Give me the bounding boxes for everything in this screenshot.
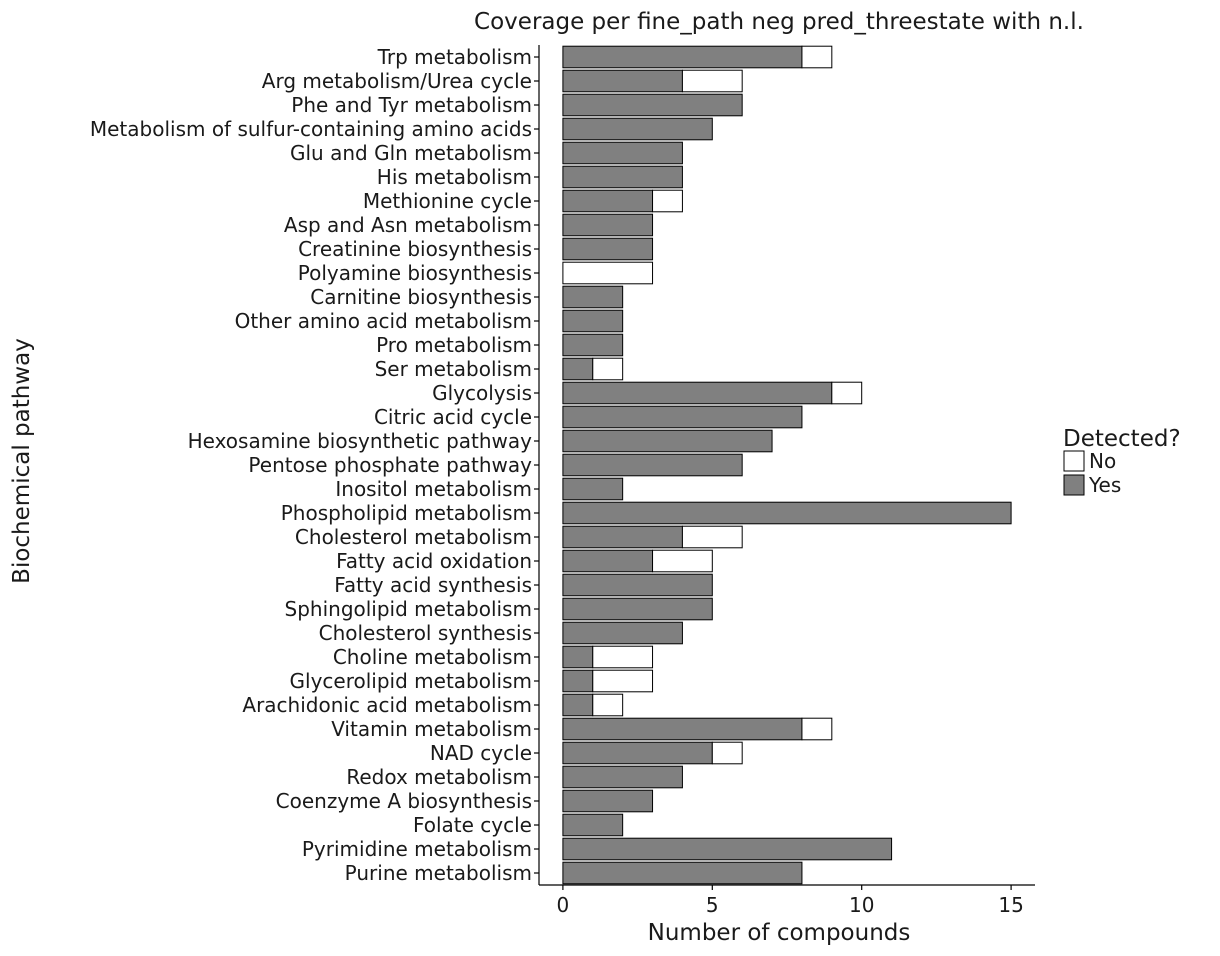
bar-no-nad-cycle	[711, 741, 743, 765]
y-tick-label-glu-and-gln-metabolism: Glu and Gln metabolism	[290, 141, 532, 165]
y-tick-label-redox-metabolism: Redox metabolism	[346, 765, 532, 789]
y-tick-label-glycerolipid-metabolism: Glycerolipid metabolism	[290, 669, 532, 693]
bar-yes-citric-acid-cycle	[562, 405, 803, 429]
x-tick-label-15: 15	[998, 893, 1023, 917]
y-tick-label-pro-metabolism: Pro metabolism	[376, 333, 532, 357]
bar-yes-nad-cycle	[562, 741, 713, 765]
bar-yes-vitamin-metabolism	[562, 717, 803, 741]
bar-yes-folate-cycle	[562, 813, 624, 837]
y-tick-label-polyamine-biosynthesis: Polyamine biosynthesis	[298, 261, 532, 285]
y-tick-label-purine-metabolism: Purine metabolism	[345, 861, 532, 885]
y-tick-label-phospholipid-metabolism: Phospholipid metabolism	[281, 501, 532, 525]
bar-yes-hexosamine-biosynthetic-pathway	[562, 429, 773, 453]
bar-yes-sphingolipid-metabolism	[562, 597, 713, 621]
bar-no-glycolysis	[831, 381, 863, 405]
y-tick-label-inositol-metabolism: Inositol metabolism	[335, 477, 532, 501]
y-tick-label-arachidonic-acid-metabolism: Arachidonic acid metabolism	[242, 693, 532, 717]
y-tick-label-citric-acid-cycle: Citric acid cycle	[374, 405, 532, 429]
y-tick-label-ser-metabolism: Ser metabolism	[375, 357, 532, 381]
bar-yes-pyrimidine-metabolism	[562, 837, 893, 861]
bar-yes-glu-and-gln-metabolism	[562, 141, 683, 165]
y-tick-label-arg-metabolism-urea-cycle: Arg metabolism/Urea cycle	[262, 69, 532, 93]
bar-yes-other-amino-acid-metabolism	[562, 309, 624, 333]
bar-no-fatty-acid-oxidation	[652, 549, 713, 573]
y-tick-label-carnitine-biosynthesis: Carnitine biosynthesis	[310, 285, 532, 309]
y-tick-label-fatty-acid-oxidation: Fatty acid oxidation	[336, 549, 532, 573]
bar-yes-glycolysis	[562, 381, 833, 405]
bar-no-choline-metabolism	[592, 645, 654, 669]
y-tick-label-metabolism-of-sulfur-containing-amino-acids: Metabolism of sulfur-containing amino ac…	[90, 117, 532, 141]
legend-swatch-yes	[1063, 474, 1085, 496]
bar-yes-trp-metabolism	[562, 45, 803, 69]
y-tick-label-choline-metabolism: Choline metabolism	[333, 645, 532, 669]
bar-yes-his-metabolism	[562, 165, 683, 189]
x-tick-label-10: 10	[849, 893, 874, 917]
bar-yes-creatinine-biosynthesis	[562, 237, 654, 261]
y-tick-label-pyrimidine-metabolism: Pyrimidine metabolism	[302, 837, 532, 861]
legend-label-no: No	[1089, 449, 1116, 473]
bar-yes-choline-metabolism	[562, 645, 594, 669]
bar-yes-cholesterol-metabolism	[562, 525, 683, 549]
bar-yes-inositol-metabolism	[562, 477, 624, 501]
bar-no-vitamin-metabolism	[801, 717, 833, 741]
bar-yes-cholesterol-synthesis	[562, 621, 683, 645]
bar-no-ser-metabolism	[592, 357, 624, 381]
x-tick-label-5: 5	[706, 893, 719, 917]
bar-yes-purine-metabolism	[562, 861, 803, 885]
bar-no-glycerolipid-metabolism	[592, 669, 654, 693]
bar-yes-methionine-cycle	[562, 189, 654, 213]
y-tick-label-vitamin-metabolism: Vitamin metabolism	[331, 717, 532, 741]
bar-no-cholesterol-metabolism	[681, 525, 743, 549]
chart-title: Coverage per fine_path neg pred_threesta…	[474, 9, 1084, 35]
bar-yes-arachidonic-acid-metabolism	[562, 693, 594, 717]
y-tick-label-nad-cycle: NAD cycle	[430, 741, 532, 765]
legend-title: Detected?	[1063, 426, 1181, 452]
y-tick-label-cholesterol-synthesis: Cholesterol synthesis	[319, 621, 532, 645]
y-tick-label-his-metabolism: His metabolism	[377, 165, 532, 189]
y-tick-label-coenzyme-a-biosynthesis: Coenzyme A biosynthesis	[276, 789, 532, 813]
y-tick-label-phe-and-tyr-metabolism: Phe and Tyr metabolism	[291, 93, 532, 117]
bar-yes-pro-metabolism	[562, 333, 624, 357]
y-tick-label-methionine-cycle: Methionine cycle	[363, 189, 532, 213]
bar-yes-fatty-acid-synthesis	[562, 573, 713, 597]
bar-yes-metabolism-of-sulfur-containing-amino-acids	[562, 117, 713, 141]
bar-no-polyamine-biosynthesis	[562, 261, 654, 285]
y-tick-label-folate-cycle: Folate cycle	[413, 813, 532, 837]
y-tick-label-hexosamine-biosynthetic-pathway: Hexosamine biosynthetic pathway	[188, 429, 533, 453]
bar-no-arachidonic-acid-metabolism	[592, 693, 624, 717]
y-tick-label-other-amino-acid-metabolism: Other amino acid metabolism	[235, 309, 532, 333]
y-tick-label-trp-metabolism: Trp metabolism	[377, 45, 532, 69]
bar-yes-carnitine-biosynthesis	[562, 285, 624, 309]
y-tick-label-asp-and-asn-metabolism: Asp and Asn metabolism	[284, 213, 532, 237]
y-tick-label-fatty-acid-synthesis: Fatty acid synthesis	[334, 573, 532, 597]
y-tick-label-pentose-phosphate-pathway: Pentose phosphate pathway	[248, 453, 532, 477]
legend-label-yes: Yes	[1088, 473, 1121, 497]
bar-no-trp-metabolism	[801, 45, 833, 69]
bar-yes-pentose-phosphate-pathway	[562, 453, 743, 477]
bar-yes-phe-and-tyr-metabolism	[562, 93, 743, 117]
x-tick-label-0: 0	[557, 893, 570, 917]
y-tick-label-sphingolipid-metabolism: Sphingolipid metabolism	[285, 597, 532, 621]
bar-no-methionine-cycle	[652, 189, 683, 213]
x-axis-title: Number of compounds	[648, 920, 911, 946]
y-tick-label-cholesterol-metabolism: Cholesterol metabolism	[295, 525, 532, 549]
bars-group	[562, 45, 1012, 885]
bar-yes-phospholipid-metabolism	[562, 501, 1012, 525]
bar-yes-glycerolipid-metabolism	[562, 669, 594, 693]
y-tick-label-creatinine-biosynthesis: Creatinine biosynthesis	[298, 237, 532, 261]
y-axis-title: Biochemical pathway	[9, 338, 35, 584]
bar-yes-arg-metabolism-urea-cycle	[562, 69, 683, 93]
bar-no-arg-metabolism-urea-cycle	[681, 69, 743, 93]
x-axis-ticks: 0 5 10 15	[557, 885, 1024, 917]
bar-yes-ser-metabolism	[562, 357, 594, 381]
legend-swatch-no	[1063, 450, 1085, 472]
bar-yes-coenzyme-a-biosynthesis	[562, 789, 654, 813]
bar-yes-redox-metabolism	[562, 765, 683, 789]
bar-yes-fatty-acid-oxidation	[562, 549, 654, 573]
bar-yes-asp-and-asn-metabolism	[562, 213, 654, 237]
y-tick-label-glycolysis: Glycolysis	[432, 381, 532, 405]
